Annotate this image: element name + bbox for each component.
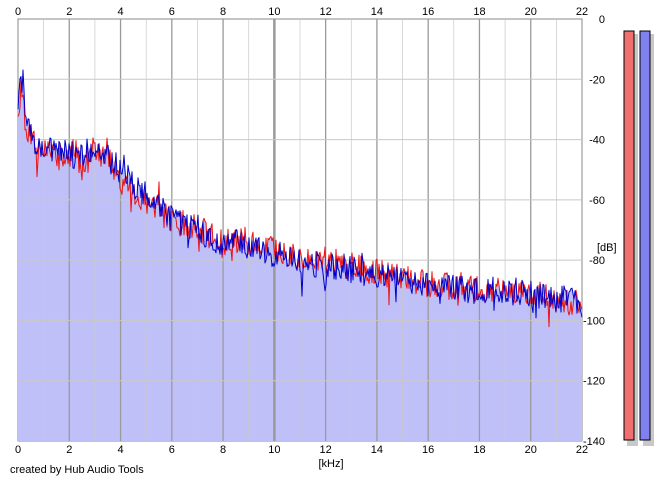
y-tick-label: -60 <box>589 195 605 207</box>
x-tick-label-top: 8 <box>220 6 226 18</box>
x-tick-label-bottom: 16 <box>422 444 434 456</box>
credit-text: created by Hub Audio Tools <box>10 464 144 476</box>
y-ticks: 0 -20 -40 -60 -80 -100 -120 -140 <box>583 14 605 448</box>
x-tick-label-bottom: 20 <box>525 444 537 456</box>
x-tick-label-top: 10 <box>268 6 280 18</box>
x-tick-label-top: 12 <box>320 6 332 18</box>
x-tick-label-top: 0 <box>15 6 21 18</box>
x-tick-label-bottom: 2 <box>66 444 72 456</box>
x-tick-label-top: 22 <box>576 6 588 18</box>
x-tick-label-top: 20 <box>525 6 537 18</box>
y-tick-label: -20 <box>589 74 605 86</box>
y-tick-label: 0 <box>599 14 605 26</box>
series-layer <box>17 69 583 328</box>
x-tick-label-bottom: 4 <box>117 444 123 456</box>
x-tick-label-bottom: 10 <box>268 444 280 456</box>
x-ticks-bottom: 0 2 4 6 8 10 12 14 16 18 20 22 <box>15 444 588 456</box>
y-axis-label: [dB] <box>597 242 617 254</box>
x-tick-label-bottom: 22 <box>576 444 588 456</box>
x-tick-label-bottom: 6 <box>169 444 175 456</box>
y-tick-label: -40 <box>589 135 605 147</box>
level-meters <box>623 30 654 446</box>
meter-right-bar <box>639 30 651 441</box>
x-tick-label-bottom: 12 <box>320 444 332 456</box>
grid-layer <box>18 19 582 441</box>
x-axis-label: [kHz] <box>318 458 343 470</box>
y-tick-label: -80 <box>589 255 605 267</box>
meter-left-bar <box>623 30 635 441</box>
y-tick-label: -120 <box>583 376 605 388</box>
x-tick-label-top: 14 <box>371 6 383 18</box>
y-tick-label: -140 <box>583 436 605 448</box>
x-tick-label-top: 18 <box>473 6 485 18</box>
series-line-2 <box>17 69 583 319</box>
x-tick-label-bottom: 14 <box>371 444 383 456</box>
x-tick-label-bottom: 18 <box>473 444 485 456</box>
x-ticks-top: 0 2 4 6 8 10 12 14 16 18 20 22 <box>15 6 588 18</box>
x-tick-label-top: 4 <box>117 6 123 18</box>
x-tick-label-top: 16 <box>422 6 434 18</box>
x-tick-label-bottom: 0 <box>15 444 21 456</box>
x-tick-label-top: 6 <box>169 6 175 18</box>
y-tick-label: -100 <box>583 315 605 327</box>
x-tick-label-top: 2 <box>66 6 72 18</box>
x-tick-label-bottom: 8 <box>220 444 226 456</box>
